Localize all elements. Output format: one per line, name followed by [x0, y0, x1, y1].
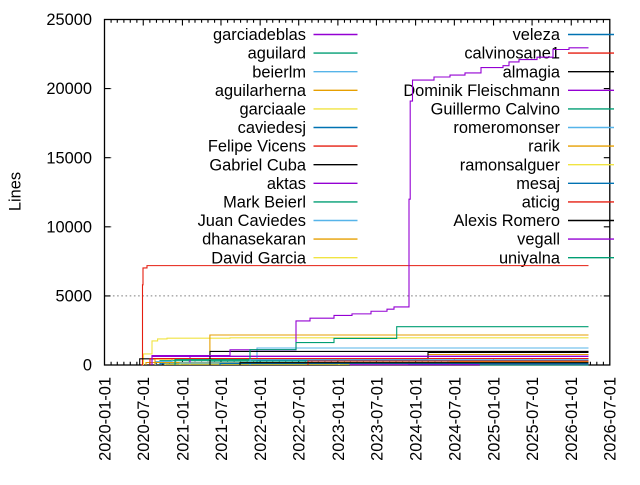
svg-text:aticig: aticig [522, 194, 560, 212]
svg-text:garciaale: garciaale [239, 101, 306, 119]
svg-text:Mark Beierl: Mark Beierl [223, 194, 306, 212]
svg-text:almagia: almagia [503, 63, 561, 81]
svg-text:2022-01-01: 2022-01-01 [252, 377, 270, 461]
svg-text:2021-07-01: 2021-07-01 [213, 377, 231, 461]
svg-text:2024-07-01: 2024-07-01 [446, 377, 464, 461]
svg-text:2024-01-01: 2024-01-01 [408, 377, 426, 461]
svg-text:2023-01-01: 2023-01-01 [330, 377, 348, 461]
svg-text:caviedesj: caviedesj [238, 119, 306, 137]
svg-text:Dominik Fleischmann: Dominik Fleischmann [403, 82, 560, 100]
svg-text:0: 0 [83, 357, 92, 375]
svg-text:Juan Caviedes: Juan Caviedes [198, 212, 306, 230]
svg-text:Lines: Lines [7, 172, 25, 211]
svg-text:25000: 25000 [46, 11, 92, 29]
svg-text:veleza: veleza [513, 26, 561, 44]
svg-text:Gabriel Cuba: Gabriel Cuba [209, 156, 306, 174]
svg-text:vegall: vegall [517, 231, 560, 249]
svg-text:mesaj: mesaj [516, 175, 560, 193]
svg-text:2025-07-01: 2025-07-01 [524, 377, 542, 461]
svg-text:aguilarherna: aguilarherna [215, 82, 307, 100]
svg-text:2020-01-01: 2020-01-01 [96, 377, 114, 461]
svg-text:15000: 15000 [46, 149, 92, 167]
svg-text:2025-01-01: 2025-01-01 [485, 377, 503, 461]
svg-text:aktas: aktas [267, 175, 306, 193]
svg-text:aguilard: aguilard [248, 45, 306, 63]
svg-text:romeromonser: romeromonser [453, 119, 560, 137]
svg-text:ramonsalguer: ramonsalguer [460, 156, 561, 174]
svg-text:2021-01-01: 2021-01-01 [174, 377, 192, 461]
svg-text:2026-07-01: 2026-07-01 [602, 377, 620, 461]
svg-text:10000: 10000 [46, 218, 92, 236]
svg-text:2022-07-01: 2022-07-01 [291, 377, 309, 461]
svg-text:2020-07-01: 2020-07-01 [135, 377, 153, 461]
svg-text:Alexis Romero: Alexis Romero [453, 212, 560, 230]
svg-text:garciadeblas: garciadeblas [213, 26, 306, 44]
svg-text:David Garcia: David Garcia [211, 249, 307, 267]
svg-text:Guillermo Calvino: Guillermo Calvino [431, 101, 560, 119]
svg-text:2023-07-01: 2023-07-01 [368, 377, 386, 461]
svg-text:uniyalna: uniyalna [499, 249, 561, 267]
svg-text:beierlm: beierlm [252, 63, 306, 81]
svg-text:2026-01-01: 2026-01-01 [563, 377, 581, 461]
svg-text:5000: 5000 [56, 288, 92, 306]
svg-text:calvinosane1: calvinosane1 [464, 45, 560, 63]
svg-text:20000: 20000 [46, 80, 92, 98]
svg-text:Felipe Vicens: Felipe Vicens [208, 138, 306, 156]
svg-text:rarik: rarik [528, 138, 561, 156]
svg-text:dhanasekaran: dhanasekaran [202, 231, 306, 249]
